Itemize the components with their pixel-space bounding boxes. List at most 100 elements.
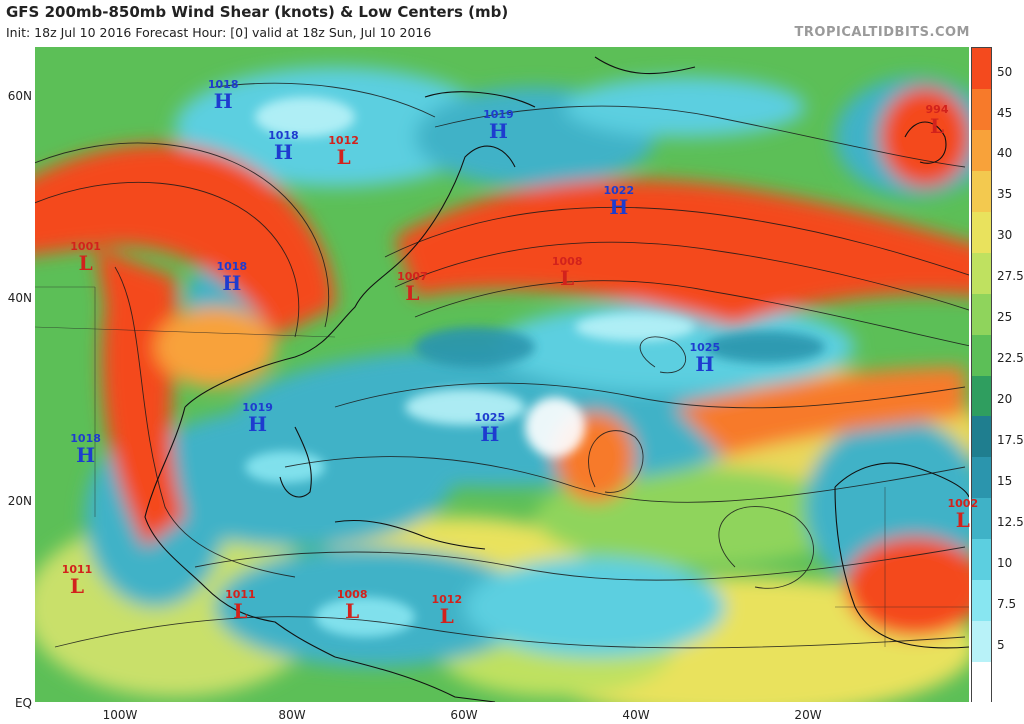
shear-detail [245,97,825,637]
pressure-value: 994 [925,103,949,117]
colorbar-label: 12.5 [997,514,1024,529]
lon-label-100w: 100W [102,708,138,722]
low-pressure-center: 1008 L [551,254,583,290]
lon-label-60w: 60W [450,708,478,722]
colorbar-label: 35 [997,187,1013,202]
low-pressure-center: 1012 L [431,593,463,629]
high-pressure-center: 1022 H [603,184,635,220]
lat-label-40n: 40N [7,291,32,305]
lon-label-40w: 40W [622,708,650,722]
colorbar-segment [972,621,991,663]
low-pressure-center: 1011 L [61,562,93,598]
colorbar-segment [972,170,991,213]
colorbar-segment [972,293,991,336]
streamlines [35,82,969,649]
low-pressure-center: 1008 L [337,589,368,624]
pressure-value: 1012 [328,133,359,147]
colorbar-label: 7.5 [997,596,1017,611]
colorbar-segment [972,48,991,90]
pressure-symbol: H [273,139,293,164]
high-pressure-center: 1025 H [474,411,506,447]
shear-map [35,47,969,702]
low-pressure-center: 1001 L [70,240,101,275]
pressure-symbol: H [488,119,508,144]
map-subtitle: Init: 18z Jul 10 2016 Forecast Hour: [0]… [6,25,432,40]
lat-label-eq: EQ [14,696,32,710]
pressure-value: 1018 [207,78,239,91]
colorbar-label: 45 [997,105,1013,120]
colorbar-label: 27.5 [997,269,1024,284]
pressure-symbol: L [336,144,351,169]
lat-label-20n: 20N [7,494,32,508]
pressure-symbol: H [609,195,629,220]
colorbar-label: 20 [997,392,1013,407]
shear-shading [35,67,969,702]
pressure-value: 1012 [431,593,463,607]
lon-label-20w: 20W [794,708,822,722]
high-pressure-center: 1025 H [689,340,721,376]
pressure-value: 1008 [551,254,583,268]
high-pressure-center: 1019 H [483,108,514,144]
pressure-symbol: L [955,508,970,533]
colorbar-label: 30 [997,228,1013,243]
high-pressure-center: 1019 H [242,401,273,437]
low-pressure-center: 994 L [925,103,949,139]
pressure-value: 1011 [61,562,93,576]
colorbar [971,47,992,704]
colorbar-segment [972,211,991,254]
pressure-value: 1019 [483,108,514,122]
pressure-value: 1018 [268,128,299,142]
pressure-value: 1018 [70,431,101,445]
colorbar-label: 40 [997,146,1013,161]
high-pressure-center: 1018 H [207,78,239,113]
lon-label-80w: 80W [278,708,306,722]
pressure-symbol: L [405,280,420,305]
pressure-symbol: H [76,442,96,467]
colorbar-segment [972,252,991,295]
low-pressure-center: 1011 L [225,588,256,624]
pressure-symbol: H [213,89,233,113]
colorbar-label: 5 [997,637,1005,652]
pressure-symbol: L [345,599,360,624]
borders [35,286,969,647]
low-pressure-center: 1012 L [328,133,359,169]
pressure-symbol: H [248,412,268,437]
colorbar-segment [972,88,991,131]
pressure-value: 1022 [603,184,635,198]
colorbar-segment [972,334,991,376]
high-pressure-center: 1018 H [216,259,248,295]
pressure-value: 1025 [689,340,721,354]
low-pressure-center: 1002 L [947,497,979,533]
pressure-symbol: L [439,604,454,629]
colorbar-segment [972,416,991,458]
pressure-value: 1002 [947,497,979,511]
pressure-value: 1018 [216,259,248,273]
colorbar-label: 17.5 [997,433,1024,447]
colorbar-segment [972,498,991,540]
colorbar-segment [972,129,991,172]
coastlines [144,56,969,702]
brand-watermark: TROPICALTIDBITS.COM [794,25,970,40]
pressure-value: 1019 [242,401,273,415]
colorbar-segment [972,539,991,581]
pressure-value: 1025 [474,411,506,425]
colorbar-label: 50 [997,64,1013,79]
pressure-symbol: H [480,422,500,447]
pressure-value: 1011 [225,588,256,602]
map-title: GFS 200mb-850mb Wind Shear (knots) & Low… [6,3,509,21]
pressure-symbol: H [222,270,242,295]
colorbar-label: 10 [997,555,1013,570]
colorbar-label: 15 [997,473,1013,488]
pressure-symbol: H [695,351,715,376]
high-pressure-center: 1018 H [268,128,299,164]
pressure-symbol: L [69,573,85,598]
low-pressure-center: 1007 L [397,270,428,305]
colorbar-segment [972,375,991,417]
pressure-symbol: L [78,250,93,275]
pressure-symbol: L [560,265,575,290]
pressure-symbol: L [233,599,248,624]
colorbar-label: 22.5 [997,351,1024,366]
shear-field [35,47,969,702]
pressure-symbol: L [929,114,945,139]
colorbar-segment [972,457,991,499]
